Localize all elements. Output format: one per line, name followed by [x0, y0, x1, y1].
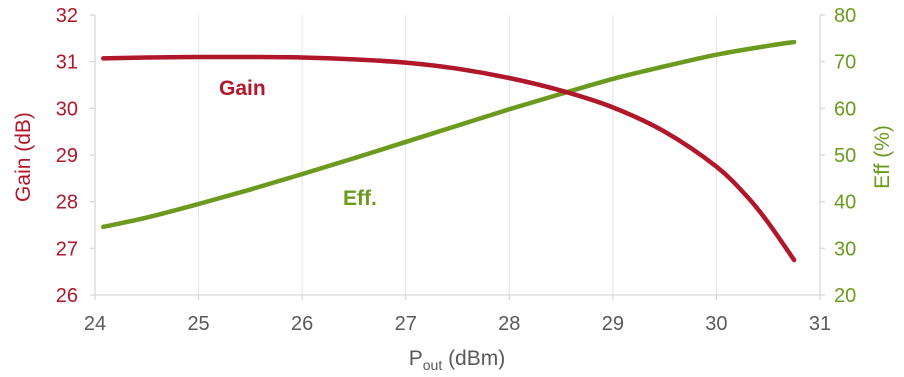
right-y-axis-title: Eff (%) [871, 125, 894, 189]
left-y-axis-title: Gain (dB) [12, 112, 35, 202]
x-axis-title-subscript: out [423, 357, 443, 373]
x-axis-title-main: P [409, 347, 423, 370]
left-y-tick-labels: 26 27 28 29 30 31 32 [56, 5, 78, 307]
series-line-eff [101, 39, 797, 230]
left-y-tick-label: 26 [56, 285, 78, 307]
x-tick-label: 31 [809, 313, 831, 335]
x-tick-label: 24 [84, 313, 106, 335]
right-y-tick-label: 20 [834, 285, 856, 307]
left-y-tick-label: 28 [56, 192, 78, 214]
x-tick-label: 25 [187, 313, 209, 335]
x-tick-labels: 24 25 26 27 28 29 30 31 [84, 313, 831, 335]
right-y-tick-label: 40 [834, 192, 856, 214]
left-y-tick-label: 30 [56, 98, 78, 120]
right-y-tick-label: 70 [834, 52, 856, 74]
series-layer [101, 39, 797, 263]
x-axis-title: Pout (dBm) [409, 347, 505, 373]
left-y-tick-label: 32 [56, 5, 78, 27]
left-y-tick-label: 27 [56, 238, 78, 260]
x-tick-label: 27 [395, 313, 417, 335]
series-label-gain: Gain [219, 77, 266, 100]
left-y-tick-label: 31 [56, 52, 78, 74]
x-axis-title-unit: (dBm) [442, 347, 505, 370]
x-tick-label: 26 [291, 313, 313, 335]
series-label-eff: Eff. [343, 187, 377, 210]
right-y-tick-label: 80 [834, 5, 856, 27]
x-tick-label: 29 [602, 313, 624, 335]
right-y-tick-label: 50 [834, 145, 856, 167]
x-tick-label: 30 [705, 313, 727, 335]
series-line-gain [101, 54, 797, 263]
right-y-tick-labels: 20 30 40 50 60 70 80 [834, 5, 856, 307]
x-tick-label: 28 [498, 313, 520, 335]
right-y-tick-label: 60 [834, 98, 856, 120]
right-y-tick-label: 30 [834, 238, 856, 260]
left-y-tick-label: 29 [56, 145, 78, 167]
